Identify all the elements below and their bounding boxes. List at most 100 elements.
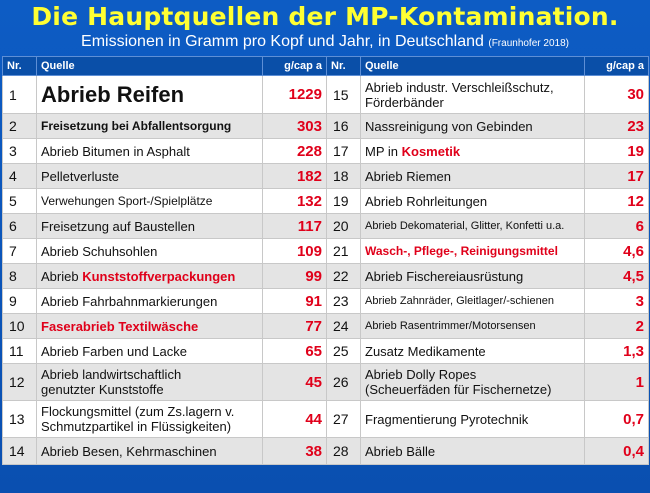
row-quelle: Pelletverluste — [36, 163, 263, 189]
row-quelle: Freisetzung auf Baustellen — [36, 213, 263, 239]
table-row: 2 Freisetzung bei Abfallentsorgung 303 1… — [2, 113, 649, 139]
table-row: 3 Abrieb Bitumen in Asphalt 228 17 MP in… — [2, 138, 649, 164]
table-row: 13 Flockungsmittel (zum Zs.lagern v. Schm… — [2, 400, 649, 438]
row-nr: 11 — [2, 338, 37, 364]
row-value: 117 — [262, 213, 327, 239]
row-value: 6 — [584, 213, 649, 239]
quelle-line: genutzter Kunststoffe — [41, 382, 164, 397]
table-row: 4 Pelletverluste 182 18 Abrieb Riemen 17 — [2, 163, 649, 189]
quelle-line: Abrieb landwirtschaftlich — [41, 367, 182, 382]
row-quelle: Fragmentierung Pyrotechnik — [360, 400, 585, 438]
row-nr: 20 — [326, 213, 361, 239]
row-nr: 5 — [2, 188, 37, 214]
table-row: 1 Abrieb Reifen 1229 15 Abrieb industr. … — [2, 75, 649, 114]
row-value: 228 — [262, 138, 327, 164]
row-value: 303 — [262, 113, 327, 139]
row-nr: 3 — [2, 138, 37, 164]
row-value: 23 — [584, 113, 649, 139]
row-nr: 12 — [2, 363, 37, 401]
quelle-highlight: Kosmetik — [401, 143, 461, 159]
row-nr: 23 — [326, 288, 361, 314]
row-quelle: Abrieb Reifen — [36, 75, 263, 114]
quelle-line: Flockungsmittel (zum Zs.lagern v. — [41, 404, 235, 419]
row-quelle: Abrieb Dekomaterial, Glitter, Konfetti u… — [360, 213, 585, 239]
row-nr: 28 — [326, 437, 361, 465]
header-value-right: g/cap a — [584, 56, 649, 76]
row-value: 0,4 — [584, 437, 649, 465]
row-nr: 7 — [2, 238, 37, 264]
quelle-highlight: Kunststoffverpackungen — [82, 268, 236, 284]
header-quelle-left: Quelle — [36, 56, 263, 76]
table-row: 14 Abrieb Besen, Kehrmaschinen 38 28 Abr… — [2, 437, 649, 465]
row-quelle: Abrieb Bitumen in Asphalt — [36, 138, 263, 164]
row-quelle: Abrieb industr. Verschleißschutz, Förderb… — [360, 75, 585, 114]
row-value: 3 — [584, 288, 649, 314]
row-quelle: Abrieb Bälle — [360, 437, 585, 465]
row-value: 12 — [584, 188, 649, 214]
row-nr: 25 — [326, 338, 361, 364]
row-quelle: Abrieb Rasentrimmer/Motorsensen — [360, 313, 585, 339]
row-quelle: Nassreinigung von Gebinden — [360, 113, 585, 139]
row-quelle: Abrieb Besen, Kehrmaschinen — [36, 437, 263, 465]
row-value: 4,6 — [584, 238, 649, 264]
row-quelle: Abrieb Fischereiausrüstung — [360, 263, 585, 289]
row-value: 132 — [262, 188, 327, 214]
row-quelle: Zusatz Medikamente — [360, 338, 585, 364]
header-quelle-right: Quelle — [360, 56, 585, 76]
row-quelle: Freisetzung bei Abfallentsorgung — [36, 113, 263, 139]
row-quelle: Abrieb Rohrleitungen — [360, 188, 585, 214]
row-quelle: MP in Kosmetik — [360, 138, 585, 164]
page-title: Die Hauptquellen der MP-Kontamination. — [31, 2, 619, 31]
row-value: 2 — [584, 313, 649, 339]
row-nr: 27 — [326, 400, 361, 438]
subtitle-text: Emissionen in Gramm pro Kopf und Jahr, i… — [81, 33, 484, 50]
row-quelle: Verwehungen Sport-/Spielplätze — [36, 188, 263, 214]
table-row: 12 Abrieb landwirtschaftlich genutzter Ku… — [2, 363, 649, 401]
row-value: 30 — [584, 75, 649, 114]
row-nr: 22 — [326, 263, 361, 289]
row-quelle: Abrieb Farben und Lacke — [36, 338, 263, 364]
row-nr: 16 — [326, 113, 361, 139]
table-row: 10 Faserabrieb Textilwäsche 77 24 Abrieb… — [2, 313, 649, 339]
quelle-line: Abrieb industr. Verschleißschutz, — [365, 79, 554, 95]
row-value: 44 — [262, 400, 327, 438]
row-nr: 2 — [2, 113, 37, 139]
row-value: 109 — [262, 238, 327, 264]
row-quelle: Abrieb Dolly Ropes (Scheuerfäden für Fisc… — [360, 363, 585, 401]
row-quelle: Abrieb Kunststoffverpackungen — [36, 263, 263, 289]
row-value: 1229 — [262, 75, 327, 114]
row-value: 1,3 — [584, 338, 649, 364]
row-quelle: Abrieb landwirtschaftlich genutzter Kunst… — [36, 363, 263, 401]
row-value: 65 — [262, 338, 327, 364]
row-value: 99 — [262, 263, 327, 289]
table-row: 11 Abrieb Farben und Lacke 65 25 Zusatz … — [2, 338, 649, 364]
row-nr: 4 — [2, 163, 37, 189]
row-nr: 6 — [2, 213, 37, 239]
quelle-line: Abrieb Dolly Ropes — [365, 367, 477, 382]
row-nr: 24 — [326, 313, 361, 339]
row-quelle: Abrieb Fahrbahnmarkierungen — [36, 288, 263, 314]
row-quelle: Flockungsmittel (zum Zs.lagern v. Schmutz… — [36, 400, 263, 438]
header-value-left: g/cap a — [262, 56, 327, 76]
row-value: 17 — [584, 163, 649, 189]
row-quelle: Abrieb Riemen — [360, 163, 585, 189]
row-quelle: Faserabrieb Textilwäsche — [36, 313, 263, 339]
table-row: 9 Abrieb Fahrbahnmarkierungen 91 23 Abri… — [2, 288, 649, 314]
table-header-row: Nr. Quelle g/cap a Nr. Quelle g/cap a — [2, 56, 649, 76]
table-row: 8 Abrieb Kunststoffverpackungen 99 22 Ab… — [2, 263, 649, 289]
emissions-table: Nr. Quelle g/cap a Nr. Quelle g/cap a 1 … — [2, 56, 649, 465]
row-value: 4,5 — [584, 263, 649, 289]
row-nr: 1 — [2, 75, 37, 114]
row-value: 19 — [584, 138, 649, 164]
row-nr: 26 — [326, 363, 361, 401]
quelle-line: (Scheuerfäden für Fischernetze) — [365, 382, 552, 397]
row-quelle: Wasch-, Pflege-, Reinigungsmittel — [360, 238, 585, 264]
quelle-line: Schmutzpartikel in Flüssigkeiten) — [41, 419, 232, 434]
row-nr: 8 — [2, 263, 37, 289]
row-quelle: Abrieb Zahnräder, Gleitlager/-schienen — [360, 288, 585, 314]
quelle-prefix: MP in — [365, 143, 402, 159]
row-nr: 19 — [326, 188, 361, 214]
source-note: (Fraunhofer 2018) — [488, 38, 569, 49]
row-nr: 18 — [326, 163, 361, 189]
